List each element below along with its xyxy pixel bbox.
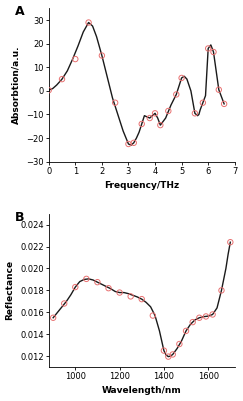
- Point: [191, 319, 195, 325]
- Point: [171, 351, 175, 358]
- Point: [162, 347, 166, 354]
- Point: [180, 75, 183, 81]
- Point: [62, 300, 66, 307]
- Point: [158, 122, 162, 128]
- Point: [151, 312, 155, 319]
- Point: [95, 279, 99, 286]
- Point: [174, 91, 178, 98]
- Point: [113, 99, 117, 106]
- Point: [222, 101, 226, 107]
- Point: [206, 45, 210, 52]
- Point: [127, 141, 130, 147]
- Point: [201, 99, 205, 106]
- Point: [197, 314, 201, 321]
- Point: [219, 287, 223, 294]
- Point: [140, 121, 144, 127]
- Point: [118, 290, 122, 296]
- Point: [211, 311, 215, 318]
- X-axis label: Frequency/THz: Frequency/THz: [104, 181, 179, 190]
- Text: A: A: [15, 5, 25, 18]
- Point: [129, 293, 133, 300]
- Point: [47, 87, 51, 93]
- Point: [148, 115, 152, 121]
- Point: [217, 87, 221, 93]
- Point: [132, 140, 136, 146]
- Point: [166, 353, 170, 360]
- X-axis label: Wavelength/nm: Wavelength/nm: [102, 387, 182, 395]
- Point: [204, 313, 208, 320]
- Point: [166, 108, 170, 114]
- Point: [193, 110, 197, 117]
- Point: [177, 341, 181, 347]
- Point: [212, 49, 216, 55]
- Point: [60, 76, 64, 82]
- Text: B: B: [15, 211, 25, 224]
- Point: [87, 19, 91, 26]
- Point: [140, 296, 144, 302]
- Point: [107, 285, 111, 292]
- Y-axis label: Reflectance: Reflectance: [6, 260, 15, 320]
- Point: [184, 328, 188, 334]
- Point: [73, 56, 77, 62]
- Point: [100, 52, 104, 59]
- Point: [51, 314, 55, 321]
- Point: [84, 275, 88, 282]
- Point: [153, 110, 157, 117]
- Point: [73, 284, 77, 290]
- Y-axis label: Absorbtion/a.u.: Absorbtion/a.u.: [12, 46, 21, 124]
- Point: [228, 239, 232, 245]
